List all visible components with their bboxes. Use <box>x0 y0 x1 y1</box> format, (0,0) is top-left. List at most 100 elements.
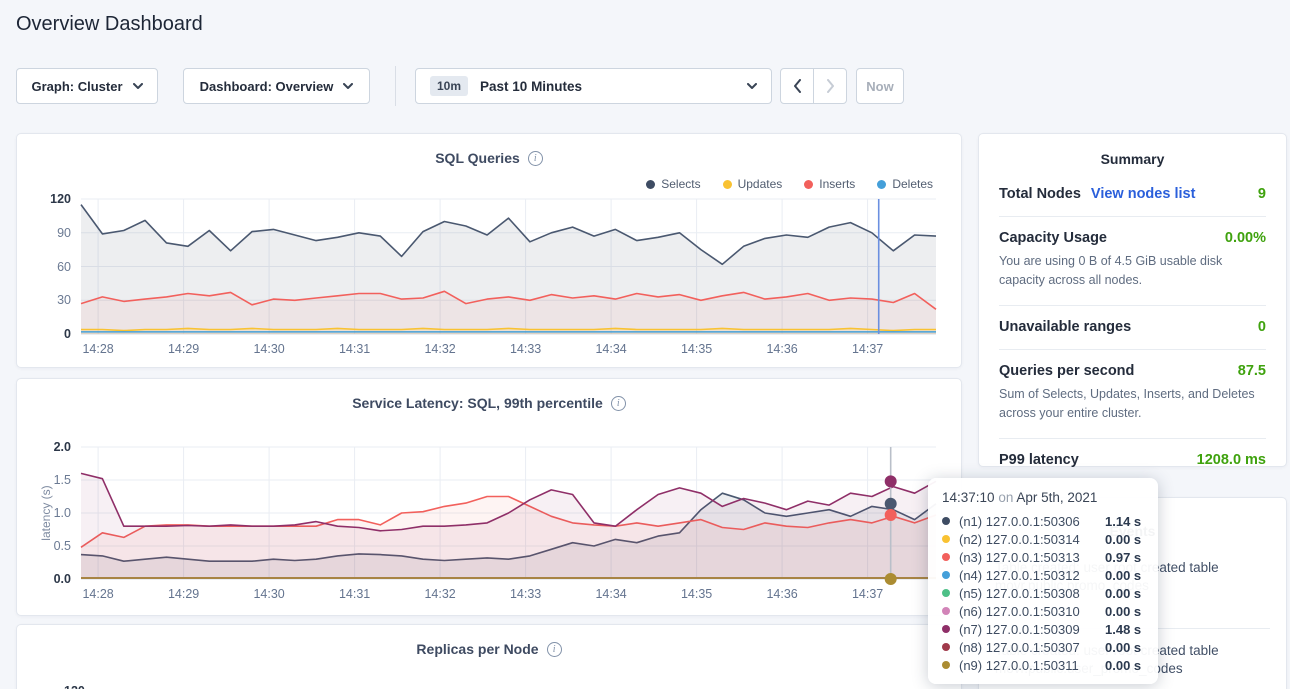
sql-queries-legend: Selects Updates Inserts Deletes <box>646 177 933 191</box>
tooltip-series-dot <box>942 571 950 579</box>
info-icon[interactable]: i <box>528 151 543 166</box>
legend-item-deletes[interactable]: Deletes <box>877 177 933 191</box>
dashboard-dropdown[interactable]: Dashboard: Overview <box>183 68 370 104</box>
tooltip-series-dot <box>942 643 950 651</box>
x-tick-label: 14:31 <box>329 342 381 356</box>
legend-dot <box>804 180 813 189</box>
tooltip-series-dot <box>942 589 950 597</box>
view-nodes-list-link[interactable]: View nodes list <box>1091 186 1196 202</box>
time-range-badge: 10m <box>430 76 468 96</box>
tooltip-rows: (n1) 127.0.0.1:503061.14 s(n2) 127.0.0.1… <box>942 512 1144 674</box>
summary-row-description: You are using 0 B of 4.5 GiB usable disk… <box>999 252 1266 291</box>
x-tick-label: 14:30 <box>243 587 295 601</box>
x-tick-label: 14:36 <box>756 342 808 356</box>
summary-row-label: Capacity Usage <box>999 230 1107 246</box>
summary-row: Queries per second87.5Sum of Selects, Up… <box>999 349 1266 438</box>
tooltip-latency-value: 0.97 s <box>1105 550 1141 565</box>
tooltip-latency-value: 0.00 s <box>1105 640 1141 655</box>
summary-row-label: Queries per second <box>999 363 1134 379</box>
x-tick-label: 14:31 <box>329 587 381 601</box>
summary-row-line: Capacity Usage 0.00% <box>999 230 1266 246</box>
tooltip-node-address: (n4) 127.0.0.1:50312 <box>959 568 1105 583</box>
y-tick-label: 60 <box>29 260 71 274</box>
sql-queries-card: SQL Queries i Selects Updates Inserts Delet… <box>16 133 962 368</box>
legend-item-selects[interactable]: Selects <box>646 177 700 191</box>
service-latency-card: Service Latency: SQL, 99th percentile i … <box>16 378 962 616</box>
x-tick-label: 14:29 <box>158 587 210 601</box>
chevron-right-icon <box>826 79 835 93</box>
tooltip-row: (n3) 127.0.0.1:503130.97 s <box>942 548 1144 566</box>
summary-row-line: Total Nodes View nodes list 9 <box>999 186 1266 202</box>
x-tick-label: 14:32 <box>414 587 466 601</box>
summary-row-line: P99 latency1208.0 ms <box>999 452 1266 468</box>
tooltip-series-dot <box>942 553 950 561</box>
tooltip-row: (n6) 127.0.0.1:503100.00 s <box>942 602 1144 620</box>
chevron-down-icon <box>343 83 353 89</box>
tooltip-node-address: (n6) 127.0.0.1:50310 <box>959 604 1105 619</box>
tooltip-node-address: (n8) 127.0.0.1:50307 <box>959 640 1105 655</box>
tooltip-series-dot <box>942 535 950 543</box>
time-next-button[interactable] <box>813 68 847 104</box>
info-icon[interactable]: i <box>547 642 562 657</box>
time-now-button[interactable]: Now <box>856 68 904 104</box>
x-tick-label: 14:34 <box>585 342 637 356</box>
Service Latency: SQL, 99th percentile-plot[interactable] <box>81 447 936 579</box>
hover-dot <box>885 509 897 521</box>
tooltip-node-address: (n5) 127.0.0.1:50308 <box>959 586 1105 601</box>
x-tick-label: 14:37 <box>842 587 894 601</box>
tooltip-node-address: (n9) 127.0.0.1:50311 <box>959 658 1105 673</box>
summary-row: P99 latency1208.0 ms <box>999 438 1266 482</box>
tooltip-series-dot <box>942 625 950 633</box>
legend-item-updates[interactable]: Updates <box>723 177 783 191</box>
info-icon[interactable]: i <box>611 396 626 411</box>
tooltip-series-dot <box>942 517 950 525</box>
tooltip-latency-value: 0.00 s <box>1105 604 1141 619</box>
summary-card: Summary Total Nodes View nodes list 9 Capac… <box>978 133 1287 467</box>
hover-dot <box>885 475 897 487</box>
y-tick-label: 1.5 <box>29 473 71 487</box>
summary-rows: Total Nodes View nodes list 9 Capacity Usag… <box>979 173 1286 482</box>
hover-dot <box>885 573 897 585</box>
legend-item-inserts[interactable]: Inserts <box>804 177 855 191</box>
legend-label: Inserts <box>819 177 855 191</box>
tooltip-row: (n4) 127.0.0.1:503120.00 s <box>942 566 1144 584</box>
time-prev-button[interactable] <box>780 68 814 104</box>
x-tick-label: 14:28 <box>72 587 124 601</box>
legend-dot <box>723 180 732 189</box>
summary-heading: Summary <box>979 134 1286 167</box>
x-tick-label: 14:35 <box>671 342 723 356</box>
replicas-partial-y-tick: 120 <box>64 684 85 689</box>
tooltip-row: (n5) 127.0.0.1:503080.00 s <box>942 584 1144 602</box>
x-tick-label: 14:33 <box>500 587 552 601</box>
sql-queries-title: SQL Queries <box>435 150 520 166</box>
SQL Queries-plot[interactable] <box>81 199 936 334</box>
legend-dot <box>646 180 655 189</box>
tooltip-node-address: (n3) 127.0.0.1:50313 <box>959 550 1105 565</box>
tooltip-row: (n1) 127.0.0.1:503061.14 s <box>942 512 1144 530</box>
graph-dropdown[interactable]: Graph: Cluster <box>16 68 158 104</box>
summary-row-label: Total Nodes <box>999 186 1081 202</box>
tooltip-latency-value: 0.00 s <box>1105 568 1141 583</box>
y-tick-label: 1.0 <box>29 506 71 520</box>
chart-hover-tooltip: 14:37:10 on Apr 5th, 2021 (n1) 127.0.0.1… <box>928 478 1158 684</box>
tooltip-row: (n9) 127.0.0.1:503110.00 s <box>942 656 1144 674</box>
y-tick-label: 2.0 <box>29 440 71 454</box>
summary-row-value: 9 <box>1258 186 1266 202</box>
x-tick-label: 14:28 <box>72 342 124 356</box>
chevron-down-icon <box>747 83 757 89</box>
summary-row-value: 0.00% <box>1225 230 1266 246</box>
dashboard-dropdown-label: Dashboard: Overview <box>200 79 334 94</box>
x-tick-label: 14:29 <box>158 342 210 356</box>
summary-row: Unavailable ranges0 <box>999 305 1266 349</box>
tooltip-node-address: (n1) 127.0.0.1:50306 <box>959 514 1105 529</box>
time-range-selector[interactable]: 10m Past 10 Minutes <box>415 68 772 104</box>
summary-row: Capacity Usage 0.00% You are using 0 B of … <box>999 216 1266 305</box>
tooltip-latency-value: 0.00 s <box>1105 586 1141 601</box>
chevron-down-icon <box>133 83 143 89</box>
tooltip-latency-value: 1.14 s <box>1105 514 1141 529</box>
tooltip-series-dot <box>942 607 950 615</box>
summary-row-line: Unavailable ranges0 <box>999 319 1266 335</box>
y-tick-label: 120 <box>29 192 71 206</box>
overview-dashboard-page: Overview Dashboard Graph: Cluster Dashbo… <box>0 0 1290 689</box>
y-tick-label: 0 <box>29 327 71 341</box>
